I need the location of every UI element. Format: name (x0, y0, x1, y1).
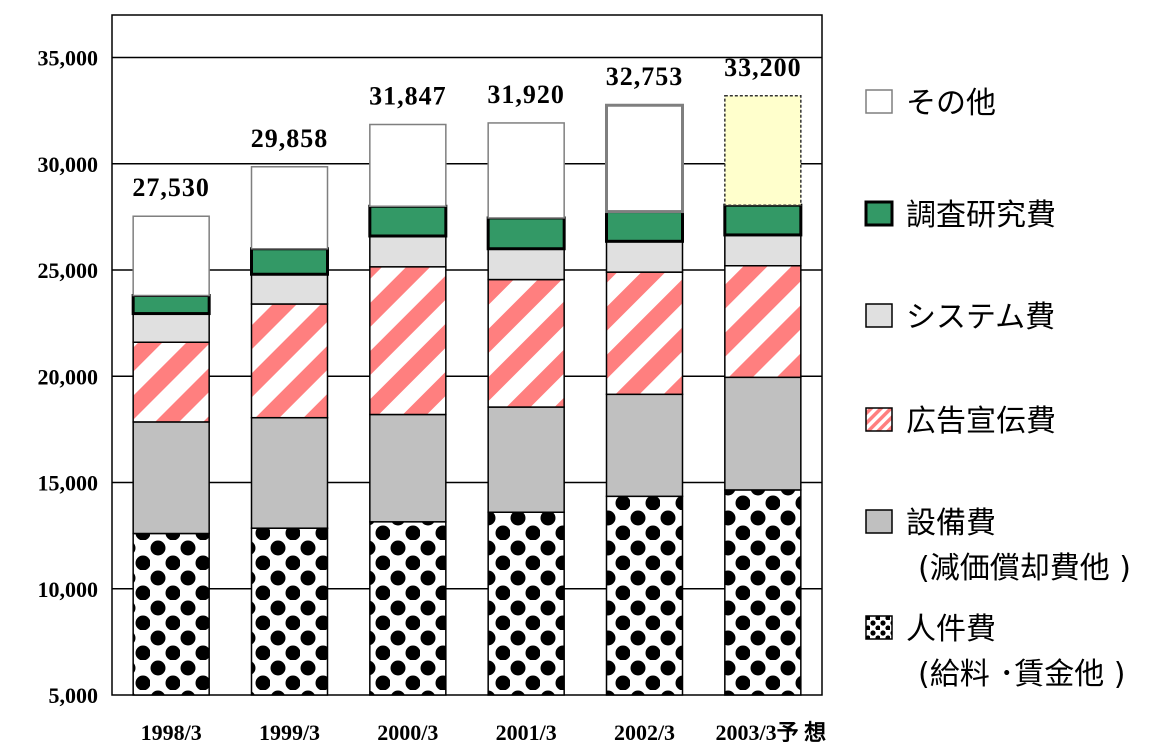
bar-segment (132, 341, 210, 423)
legend-swatch (865, 303, 893, 328)
bar-segment (605, 103, 684, 214)
bar-segment (724, 234, 802, 267)
total-label: 31,847 (369, 82, 447, 111)
bar-segment (487, 248, 565, 281)
legend-item: 広告宣伝費 (865, 404, 1056, 439)
bar-segment (132, 312, 210, 343)
bar-segment (250, 303, 329, 419)
x-tick-label: 1999/3 (259, 720, 320, 745)
legend-label: 人件費 (906, 612, 996, 647)
bar-segment (250, 166, 329, 250)
x-tick-label: 2003/3予 想 (716, 720, 827, 745)
x-tick-label: 2000/3 (377, 720, 438, 745)
bar-segment (724, 376, 802, 491)
legend-label: 調査研究費 (906, 198, 1056, 233)
legend-item: その他 (865, 86, 996, 121)
y-tick-label: 20,000 (38, 364, 99, 389)
bar-segment (131, 294, 211, 316)
bar-segment (487, 278, 565, 408)
bar-segment (605, 393, 684, 498)
legend-swatch (865, 509, 893, 534)
legend-swatch (865, 89, 893, 114)
bar-segment (132, 532, 210, 696)
bar-segment (368, 204, 448, 238)
bar-segment (605, 271, 684, 396)
legend-swatch (865, 615, 893, 640)
bar-segment (486, 216, 566, 251)
legend-swatch (865, 407, 893, 432)
x-tick-label: 1998/3 (141, 720, 202, 745)
bar-segment (369, 266, 447, 416)
x-tick-label: 2001/3 (496, 720, 557, 745)
bar-segment (724, 95, 802, 206)
bar-segment (369, 521, 447, 696)
legend-item: 人件費 (給料 ･賃金他 ) (865, 612, 1125, 692)
y-tick-label: 5,000 (49, 683, 99, 708)
bar-segment (724, 489, 802, 696)
bar-segment (605, 495, 684, 696)
bar-segment (487, 122, 565, 219)
x-tick-label: 2002/3 (614, 720, 675, 745)
bar-segment (487, 406, 565, 513)
total-label: 29,858 (251, 124, 329, 153)
y-tick-label: 15,000 (38, 471, 99, 496)
bar-segment (605, 210, 684, 243)
bar-segment (723, 203, 803, 237)
y-tick-label: 25,000 (38, 258, 99, 283)
legend-label-sub: (減価償却費他 ) (918, 551, 1131, 586)
legend-label: 広告宣伝費 (906, 404, 1056, 439)
bar-segment (487, 511, 565, 696)
legend-item: 調査研究費 (864, 198, 1056, 233)
legend-label: 設備費 (906, 506, 996, 541)
y-tick-label: 10,000 (38, 577, 99, 602)
legend-swatch (864, 200, 894, 227)
legend-item: 設備費 (減価償却費他 ) (865, 506, 1131, 586)
legend-label-sub: (給料 ･賃金他 ) (918, 657, 1125, 692)
total-label: 33,200 (724, 53, 802, 82)
bar-segment (250, 247, 329, 276)
bar-segment (369, 413, 447, 523)
total-label: 31,920 (487, 80, 565, 109)
bar-segment (132, 215, 210, 297)
y-tick-label: 35,000 (38, 46, 99, 71)
legend-label: システム費 (906, 300, 1055, 335)
legend-label: その他 (906, 86, 996, 121)
bar-segment (724, 265, 802, 379)
plot-area (111, 14, 823, 696)
y-tick-label: 30,000 (38, 152, 99, 177)
bar-segment (250, 416, 329, 529)
bar-segment (369, 123, 447, 207)
bar-segment (132, 421, 210, 535)
bar-segment (369, 235, 447, 268)
bar-segment (250, 527, 329, 696)
bar-segment (250, 273, 329, 305)
total-label: 27,530 (132, 173, 210, 202)
bar-segment (605, 240, 684, 273)
legend-item: システム費 (865, 300, 1055, 335)
total-label: 32,753 (606, 62, 684, 91)
